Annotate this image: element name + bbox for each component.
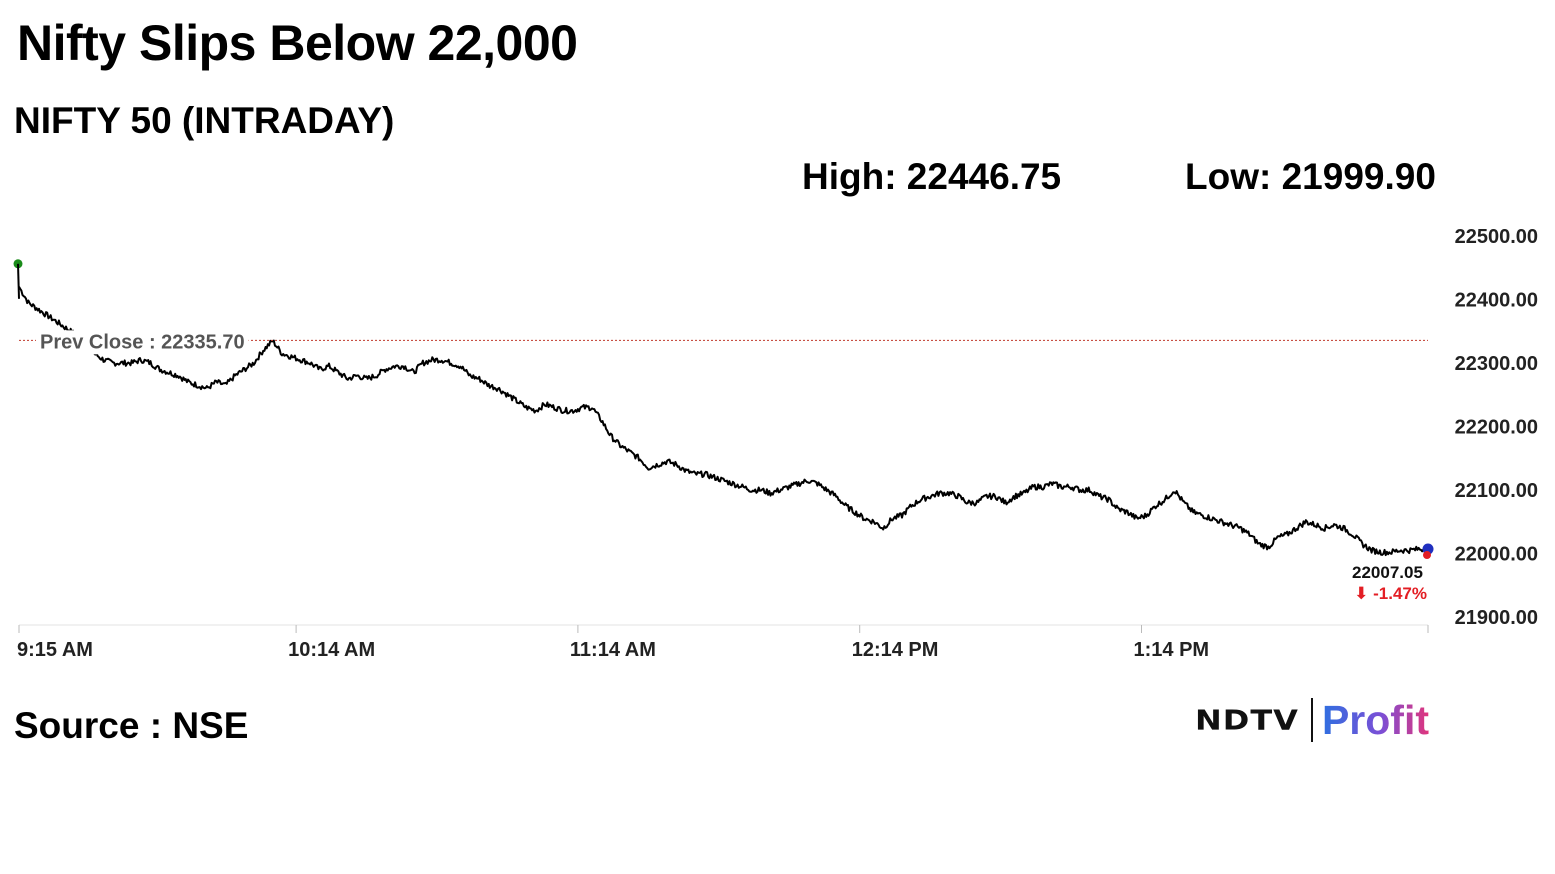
source-note: Source : NSE [14,705,249,746]
y-tick-label: 22300.00 [1455,353,1538,375]
y-tick-label: 22000.00 [1455,544,1538,566]
y-tick-label: 22200.00 [1455,417,1538,439]
last-value-label: 22007.05 [1352,563,1423,582]
series-group [18,286,1429,557]
logo-ndtv: NDTV [1195,703,1299,737]
logo-profit: Profit [1321,696,1429,743]
y-axis: 22500.00 22400.00 22300.00 22200.00 22100.00… [1455,226,1538,629]
y-tick-label: 22400.00 [1455,290,1538,312]
ndtv-profit-logo: NDTV Profit [1195,696,1429,744]
prev-close-group: Prev Close : 22335.70 [19,330,1428,355]
x-axis: 9:15 AM 10:14 AM 11:14 AM 12:14 PM 1:14 PM [17,624,1429,661]
last-dot-accent [1423,551,1431,560]
change-label: ⬇ -1.47% [1354,584,1427,603]
chart-subtitle: NIFTY 50 (INTRADAY) [14,100,395,141]
prev-close-label-bg [36,330,249,355]
day-high: High: 22446.75 [802,156,1062,197]
marker-group: 22007.05 ⬇ -1.47% [13,259,1434,603]
x-tick-label: 9:15 AM [17,639,93,661]
prev-close-label: Prev Close : 22335.70 [40,331,245,353]
x-tick-label: 12:14 PM [852,639,939,661]
y-tick-label: 21900.00 [1455,607,1538,629]
y-tick-label: 22500.00 [1455,226,1538,248]
headline: Nifty Slips Below 22,000 [17,15,578,71]
series-line [18,286,1429,557]
logo-separator [1310,698,1313,742]
open-spike [17,263,20,299]
x-tick-label: 10:14 AM [288,639,375,661]
y-tick-label: 22100.00 [1455,480,1538,502]
x-tick-label: 11:14 AM [570,639,656,661]
x-tick-label: 1:14 PM [1134,639,1210,661]
day-low: Low: 21999.90 [1185,156,1436,197]
